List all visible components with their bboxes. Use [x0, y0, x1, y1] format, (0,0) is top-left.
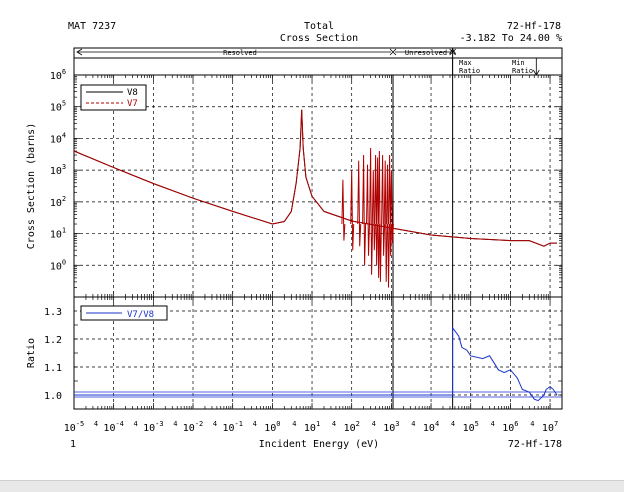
x-tick-label: 102 — [344, 420, 360, 434]
x-tick-label: 10-2 — [183, 420, 203, 434]
series-v7-line — [73, 109, 557, 247]
xs-y-tick-label: 103 — [50, 163, 66, 177]
x-tick-label: 10-5 — [64, 420, 84, 434]
x-minor-tick-label: 4 — [372, 420, 376, 428]
title-line2: Cross Section — [280, 33, 358, 44]
x-tick-label: 10-4 — [103, 420, 123, 434]
unresolved-label: Unresolved — [405, 49, 447, 57]
x-tick-label: 104 — [423, 420, 439, 434]
x-minor-tick-label: 4 — [451, 420, 455, 428]
x-tick-label: 10-1 — [222, 420, 242, 434]
nuclide-label: 72-Hf-178 — [507, 21, 561, 32]
resonance-spike — [350, 170, 355, 251]
ratio-legend — [80, 305, 168, 321]
resonance-spike — [388, 154, 393, 256]
x-minor-tick-label: 4 — [134, 420, 138, 428]
max-ratio-label-line1: Max — [459, 59, 472, 67]
resolved-boundary-mark — [389, 48, 397, 56]
ratio-grid — [73, 297, 563, 409]
resonance-spike — [366, 164, 370, 256]
resonance-spike — [377, 150, 382, 282]
x-minor-tick-label: 4 — [411, 420, 415, 428]
xs-y-tick-label: 102 — [50, 195, 66, 209]
resonance-spike — [383, 160, 388, 282]
x-minor-tick-label: 4 — [530, 420, 534, 428]
resolved-arrow-head — [76, 48, 83, 56]
resonance-spike — [389, 170, 394, 244]
resonance-spike — [386, 164, 390, 288]
x-minor-tick-label: 4 — [292, 420, 296, 428]
mat-label: MAT 7237 — [68, 21, 116, 32]
ratio-series — [74, 326, 562, 402]
xs-panel-frame — [73, 74, 563, 298]
resonance-spike — [369, 147, 374, 275]
resonance-spike — [357, 160, 362, 247]
ratio-y-axis-label: Ratio — [26, 338, 37, 368]
bottom-strip — [0, 480, 624, 492]
xs-y-ticks: 100 101 102 103 104 105 106 — [50, 68, 66, 272]
xs-y-tick-label: 105 — [50, 100, 66, 114]
xs-y-tick-label: 106 — [50, 68, 66, 82]
max-ratio-arrow-head — [449, 48, 456, 55]
xs-grid — [73, 74, 563, 298]
ratio-y-tick-label: 1.2 — [44, 335, 62, 346]
footer-right-label: 72-Hf-178 — [508, 439, 562, 450]
title-line1: Total — [304, 21, 334, 32]
x-tick-label: 105 — [463, 420, 479, 434]
xs-legend — [80, 84, 147, 111]
resonance-spike — [341, 179, 346, 241]
xs-y-axis-label: Cross Section (barns) — [26, 123, 37, 249]
footer-left-label: 1 — [70, 439, 76, 450]
x-axis-label: Incident Energy (eV) — [259, 439, 379, 450]
x-minor-tick-label: 4 — [253, 420, 257, 428]
x-minor-tick-label: 4 — [213, 420, 217, 428]
max-ratio-label-line2: Ratio — [459, 67, 480, 75]
x-minor-tick-label: 4 — [332, 420, 336, 428]
resonance-spike — [362, 154, 367, 266]
ratio-y-tick-label: 1.0 — [44, 391, 62, 402]
x-tick-label: 10-3 — [143, 420, 163, 434]
x-tick-labels: 10-5 4 10-4 4 10-3 4 10-2 4 10-1 4 100 4 101 4 102 4 103… — [64, 420, 558, 434]
x-tick-label: 106 — [502, 420, 518, 434]
ratio-range-label: -3.182 To 24.00 % — [460, 33, 562, 44]
x-tick-label: 100 — [264, 420, 280, 434]
x-tick-label: 101 — [304, 420, 320, 434]
xs-y-tick-label: 100 — [50, 258, 66, 272]
min-ratio-label-line1: Min — [512, 59, 525, 67]
xs-series — [73, 109, 557, 288]
series-v8-line — [73, 109, 557, 247]
ratio-y-tick-label: 1.1 — [44, 363, 62, 374]
x-tick-label: 103 — [383, 420, 399, 434]
min-ratio-label-line2: Ratio — [512, 67, 533, 75]
x-minor-tick-label: 4 — [491, 420, 495, 428]
ratio-y-tick-label: 1.3 — [44, 307, 62, 318]
legend-v8-label: V8 — [127, 88, 138, 98]
resolved-label: Resolved — [223, 49, 257, 57]
ratio-y-ticks: 1.0 1.1 1.2 1.3 — [44, 307, 62, 402]
xs-y-tick-label: 104 — [50, 131, 66, 145]
series-ratio-line — [74, 326, 558, 402]
xs-y-tick-label: 101 — [50, 227, 66, 241]
resonance-spike — [374, 154, 379, 266]
x-minor-tick-label: 4 — [94, 420, 98, 428]
x-tick-label: 107 — [542, 420, 558, 434]
resonance-spike — [371, 170, 376, 251]
legend-v7-label: V7 — [127, 99, 138, 109]
resonance-spike — [381, 154, 386, 256]
cross-section-plot: MAT 7237 Total Cross Section 72-Hf-178 -… — [26, 21, 563, 450]
x-minor-tick-label: 4 — [173, 420, 177, 428]
legend-ratio-label: V7/V8 — [127, 310, 154, 320]
